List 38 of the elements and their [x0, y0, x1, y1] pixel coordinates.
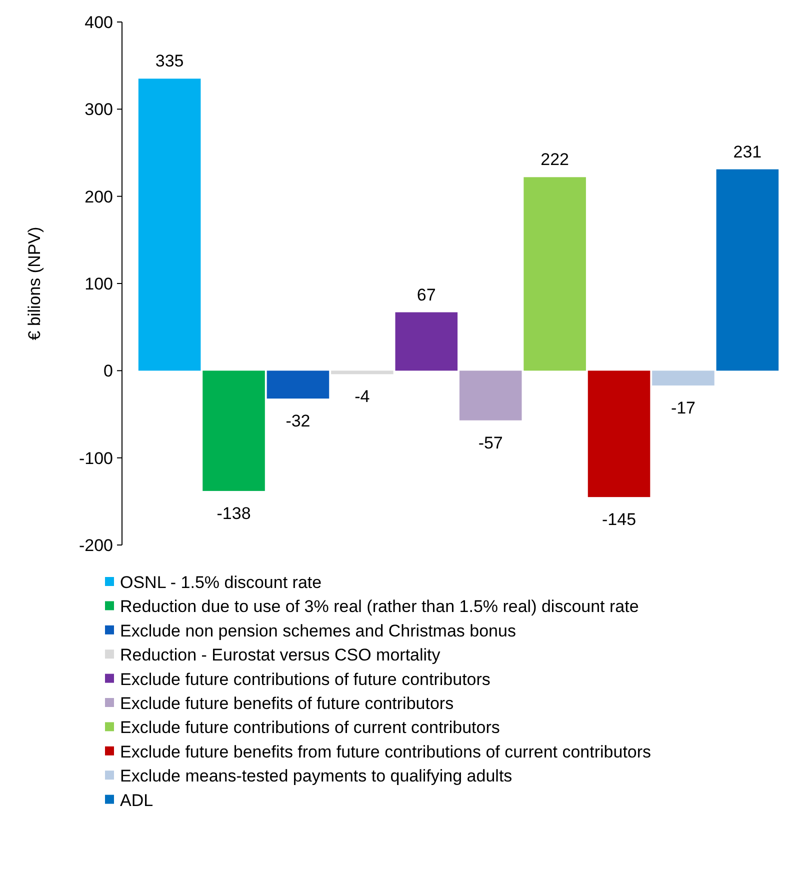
legend-label: Exclude means-tested payments to qualifying adults — [120, 766, 512, 786]
legend-label: Exclude future benefits of future contributors — [120, 694, 454, 713]
bar — [459, 370, 522, 420]
y-axis-title: € bilions (NPV) — [25, 226, 44, 340]
bar — [331, 370, 394, 374]
data-label: -138 — [216, 504, 251, 523]
y-tick-label: 300 — [84, 100, 113, 120]
bar — [138, 78, 201, 371]
y-tick-label: 100 — [84, 274, 113, 294]
bar — [716, 169, 779, 371]
data-label: 222 — [540, 150, 569, 170]
legend-label: Exclude future contributions of current contributors — [120, 718, 500, 738]
legend-label: Exclude non pension schemes and Christmas bonus — [120, 621, 516, 640]
bar — [652, 370, 714, 386]
legend-label: Reduction - Eurostat versus CSO mortality — [120, 646, 441, 665]
legend-label: Exclude future benefits from future contributions of current contributors — [120, 742, 652, 762]
legend-label: OSNL - 1.5% discount rate — [120, 572, 322, 592]
bar — [395, 312, 458, 371]
data-label: 335 — [155, 52, 184, 71]
legend-label: Reduction due to use of 3% real (rather than 1.5% real) discount rate — [120, 597, 639, 616]
data-label: -145 — [602, 510, 636, 530]
bar — [588, 370, 650, 498]
y-tick-label: 200 — [84, 187, 113, 206]
data-label: 231 — [733, 142, 762, 162]
legend-label: ADL — [120, 790, 154, 810]
y-tick-label: -200 — [78, 536, 113, 555]
data-label: -4 — [354, 387, 370, 406]
y-tick-label: 0 — [104, 362, 113, 381]
data-label: -57 — [478, 433, 503, 452]
bar — [266, 370, 330, 399]
bar — [202, 370, 265, 491]
data-label: -32 — [286, 412, 310, 431]
legend-label: Exclude future contributions of future contributors — [120, 670, 490, 689]
y-tick-label: 400 — [84, 12, 113, 32]
data-label: 67 — [416, 285, 436, 304]
y-tick-label: -100 — [78, 448, 113, 468]
bar — [524, 177, 586, 371]
data-label: -17 — [670, 398, 696, 418]
